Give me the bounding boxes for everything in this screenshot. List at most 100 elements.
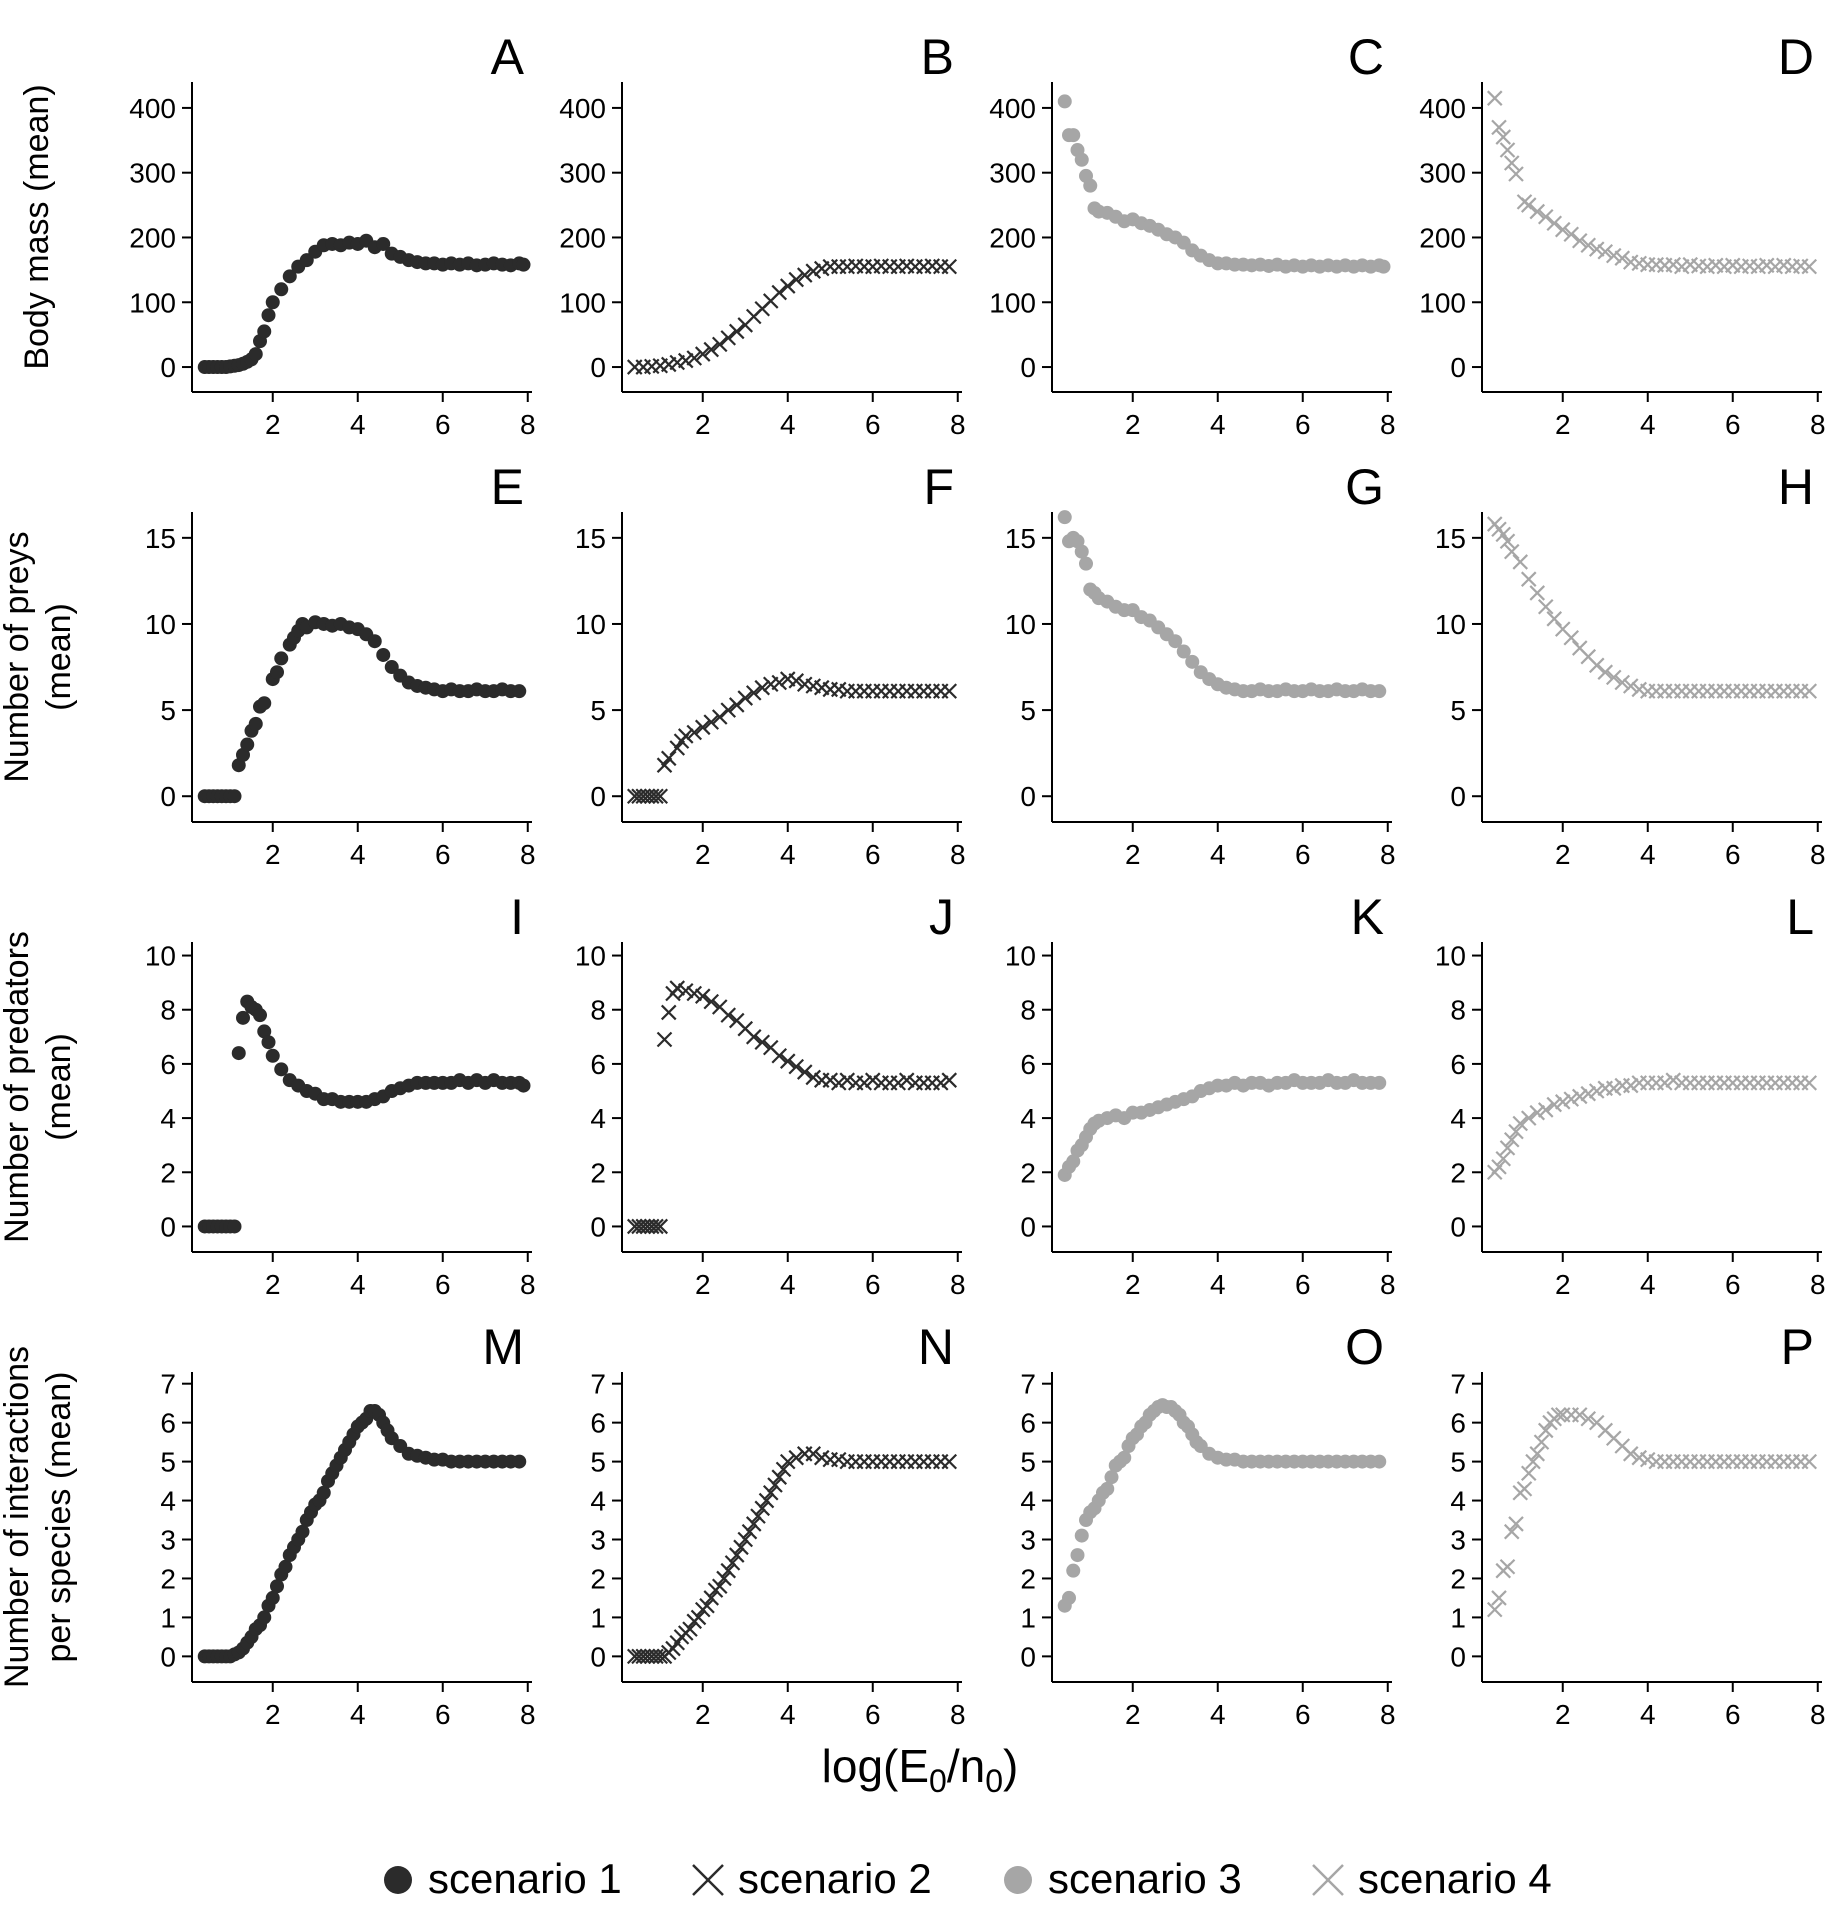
data-point [1372,684,1387,699]
y-tick-label: 2 [590,1157,606,1188]
y-tick-label: 3 [1450,1525,1466,1556]
x-tick-label: 4 [1210,409,1226,440]
data-point [1546,611,1563,627]
y-tick-label: 0 [590,781,606,812]
y-tick-label: 0 [590,352,606,383]
y-tick-label: 6 [160,1408,176,1439]
data-point [265,1590,280,1605]
data-point [1622,1446,1639,1462]
panel-H: 0 5 10 15 2 4 6 8 H [1435,459,1826,870]
data-point [1554,1094,1571,1110]
panel-F: 0 5 10 15 2 4 6 8 F [575,459,966,870]
data-point [686,724,703,741]
data-point [754,1034,771,1051]
data-point [1656,1075,1673,1091]
panel-A: 0 100 200 300 400 2 4 6 8 A [129,29,535,440]
y-tick-label: 10 [1005,941,1036,972]
y-tick-label: 5 [160,1447,176,1478]
y-tick-label: 5 [1020,1447,1036,1478]
x-tick-label: 8 [1810,1699,1826,1730]
data-point [941,683,958,699]
y-tick-label: 4 [1450,1486,1466,1517]
y-tick-label: 10 [1435,941,1466,972]
row-label: Body mass (mean) [18,84,56,369]
panel-letter: H [1778,459,1814,515]
panel-letter: E [491,459,524,515]
data-point [656,757,673,773]
x-tick-label: 4 [350,409,366,440]
x-tick-label: 4 [1210,839,1226,870]
data-point [299,253,314,268]
data-point [856,1075,873,1091]
y-tick-label: 5 [1450,1447,1466,1478]
y-tick-label: 4 [1020,1103,1036,1134]
data-point [1100,1481,1115,1496]
legend-label: scenario 1 [428,1855,622,1902]
y-tick-label: 4 [1020,1486,1036,1517]
data-point [1588,657,1605,674]
x-tick-label: 6 [1725,839,1741,870]
data-point [1117,1450,1132,1465]
data-point [728,1547,745,1563]
x-tick-label: 6 [435,409,451,440]
data-point [737,690,754,706]
data-point [648,788,664,804]
data-point [1614,674,1631,691]
row-label: Number of preys [0,531,36,782]
data-point [1520,571,1537,587]
panel-letter: K [1351,889,1384,945]
panel-L: 0 2 4 6 8 10 2 4 6 8 L [1435,889,1826,1300]
data-point [1605,669,1622,686]
y-tick-label: 2 [590,1563,606,1594]
data-point [295,1524,310,1539]
data-point [1529,1446,1546,1462]
data-point [830,1075,847,1091]
y-tick-label: 5 [590,695,606,726]
data-point [728,323,745,340]
legend-item: scenario 3 [1004,1855,1242,1902]
panel-letter: L [1786,889,1814,945]
y-tick-label: 100 [559,287,606,318]
data-point [257,696,272,711]
data-point [1057,510,1072,525]
data-point [257,1610,272,1625]
y-tick-label: 200 [989,222,1036,253]
legend: scenario 1 scenario 2 scenario 3 scenario 4 [384,1855,1552,1902]
panel-N: 0 1 2 3 4 5 6 7 2 4 6 8 N [590,1319,965,1730]
y-tick-label: 300 [559,158,606,189]
data-point [1563,629,1580,646]
y-tick-label: 2 [1020,1563,1036,1594]
data-point [745,1029,762,1045]
data-point [788,271,805,288]
data-point [720,1007,737,1023]
data-point [257,324,272,339]
data-point [745,685,762,701]
y-tick-label: 6 [160,1049,176,1080]
data-point [669,740,686,756]
x-tick-label: 2 [1125,1269,1141,1300]
legend-label: scenario 3 [1048,1855,1242,1902]
x-tick-label: 2 [695,409,711,440]
legend-label: scenario 4 [1358,1855,1552,1902]
data-point [941,1453,958,1470]
data-point [1550,1407,1567,1423]
y-tick-label: 400 [559,93,606,124]
data-point [1533,1434,1550,1450]
x-tick-label: 4 [1640,839,1656,870]
panel-E: 0 5 10 15 2 4 6 8 E [145,459,536,870]
data-point [1491,1590,1507,1606]
data-point [1176,644,1191,659]
x-tick-label: 2 [1555,839,1571,870]
data-point [1580,1085,1597,1102]
panel-letter: B [921,29,954,85]
data-point [1580,237,1597,254]
data-point [788,1449,805,1466]
x-tick-label: 2 [1125,409,1141,440]
data-point [1597,243,1614,260]
data-point [660,1004,677,1021]
y-tick-label: 8 [160,995,176,1026]
x-tick-label: 8 [950,1269,966,1300]
data-point [941,258,958,275]
